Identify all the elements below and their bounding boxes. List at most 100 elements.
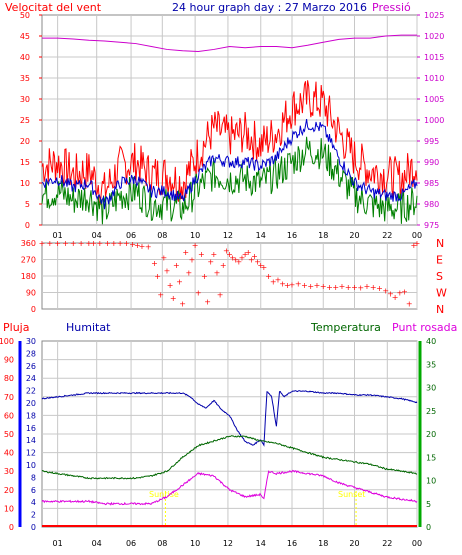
direction-point: + [370,283,377,292]
compass-label: N [436,237,444,250]
direction-point: + [157,290,164,299]
direction-point: + [229,254,236,263]
pressure-tick-label: 985 [424,179,439,188]
direction-point: + [145,243,152,252]
direction-point: + [254,257,261,266]
direction-point: + [86,239,93,248]
hour-tick-label: 18 [318,231,328,240]
direction-point: + [54,239,61,248]
hour-tick-label: 16 [287,539,297,548]
direction-point: + [195,289,202,298]
direction-point: + [270,278,277,287]
direction-point: + [326,283,333,292]
humidity-tick-label: 10 [26,461,36,470]
pressure-axis: 975 980 985 990 995 1000 1005 1010 1015 1020 1025 [417,11,444,230]
direction-point: + [261,263,268,272]
humidity-tick-label: 2 [31,511,36,520]
hour-tick-label: 16 [287,231,297,240]
pressure-tick-label: 1020 [424,32,444,41]
pressure-tick-label: 980 [424,200,439,209]
direction-point: + [139,242,146,251]
direction-point: + [204,298,211,307]
wind-gust-line [41,80,418,205]
wind-tick-label: 50 [20,11,30,20]
bottom-panel-hour-axis: 01 04 06 08 10 12 14 16 18 20 22 00 [53,539,423,548]
pressure-line [42,34,417,53]
temperature-tick-label: 20 [426,430,436,439]
temperature-axis: 0 5 10 15 20 25 30 35 40 [418,337,436,532]
wind-speed-label: Velocitat del vent [5,1,102,14]
hour-tick-label: 12 [223,539,233,548]
direction-point: + [245,248,252,257]
direction-point: + [392,293,399,302]
direction-point: + [232,256,239,265]
direction-point: + [164,267,171,276]
direction-point: + [167,281,174,290]
direction-point: + [211,250,218,259]
pressure-tick-label: 990 [424,158,439,167]
humidity-tick-label: 16 [26,424,36,433]
rain-axis: 0 10 20 30 40 50 60 70 80 90 100 [0,337,22,532]
bottom-panel-grid [42,341,418,527]
hour-tick-label: 00 [412,231,422,240]
wind-panel-hour-axis: 01 04 06 08 10 12 14 16 18 20 22 00 [53,231,423,240]
direction-point: + [339,282,346,291]
chart-title: 24 hour graph day : 27 Marzo 2016 [172,1,367,14]
rain-tick-label: 70 [4,393,14,402]
direction-point: + [320,282,327,291]
temperature-tick-label: 5 [426,500,431,509]
direction-point: + [401,288,408,297]
rain-tick-label: 90 [4,356,14,365]
direction-point: + [242,250,249,259]
direction-series: + + + + + + ++ + + + + + +++ ++++++++++++++++++++++++… [39,239,421,309]
direction-point: + [96,239,103,248]
direction-point: + [192,241,199,250]
direction-point: + [151,259,158,268]
hour-tick-label: 14 [256,539,266,548]
direction-point: + [111,239,118,248]
humidity-tick-label: 28 [26,349,36,358]
direction-point: + [170,294,177,303]
hour-tick-label: 01 [53,539,63,548]
direction-point: + [62,239,69,248]
hour-tick-label: 20 [349,231,359,240]
hour-tick-label: 22 [382,539,392,548]
humidity-line [41,390,418,447]
direction-point: + [176,278,183,287]
direction-point: + [117,239,124,248]
hour-tick-label: 04 [92,539,102,548]
direction-point: + [284,281,291,290]
rain-tick-label: 0 [9,523,14,532]
direction-point: + [189,256,196,265]
pressure-tick-label: 1015 [424,53,444,62]
wind-tick-label: 45 [20,32,30,41]
sunset-label: Sunset [338,490,365,499]
direction-point: + [236,257,243,266]
direction-point: + [198,250,205,259]
hour-tick-label: 06 [126,539,136,548]
direction-point: + [161,254,168,263]
wind-tick-label: 0 [25,221,30,230]
rain-tick-label: 50 [4,430,14,439]
direction-point: + [46,239,53,248]
wind-tick-label: 30 [20,95,30,104]
direction-point: + [39,239,46,248]
direction-point: + [257,261,264,270]
direction-point: + [411,241,418,250]
pressure-tick-label: 1025 [424,11,444,20]
direction-point: + [217,290,224,299]
bottom-panel-series [41,390,418,527]
wind-average-line [41,119,418,210]
wind-tick-label: 25 [20,116,30,125]
humidity-tick-label: 6 [31,486,36,495]
wind-speed-axis: 0 5 10 15 20 25 30 35 40 45 50 [20,11,42,230]
rain-tick-label: 30 [4,467,14,476]
direction-point: + [154,272,161,281]
direction-point: + [279,279,286,288]
direction-point: + [223,246,230,255]
direction-point: + [248,256,255,265]
humidity-tick-label: 26 [26,362,36,371]
direction-point: + [364,282,371,291]
